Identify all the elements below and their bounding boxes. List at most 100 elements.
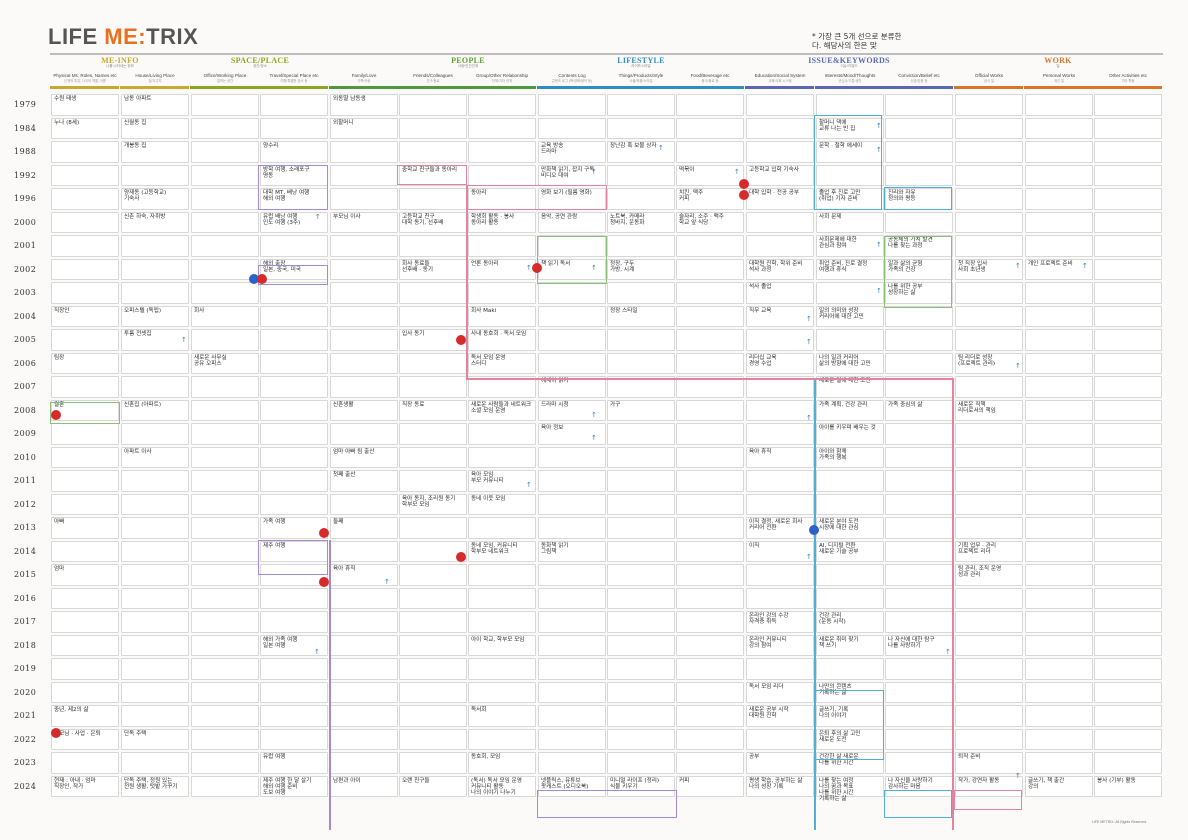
grid-cell[interactable] [746,775,814,797]
grid-cell[interactable] [885,587,953,609]
grid-cell[interactable] [260,282,328,304]
grid-cell[interactable] [955,470,1023,492]
grid-cell[interactable] [399,517,467,539]
grid-cell[interactable] [468,117,536,139]
grid-cell[interactable] [676,141,744,163]
grid-cell[interactable] [676,399,744,421]
grid-cell[interactable] [260,352,328,374]
grid-cell[interactable] [538,634,606,656]
grid-cell[interactable] [260,141,328,163]
grid-cell[interactable] [1094,752,1162,774]
grid-cell[interactable] [1025,634,1093,656]
grid-cell[interactable] [955,728,1023,750]
grid-cell[interactable] [51,658,119,680]
grid-cell[interactable] [538,376,606,398]
grid-cell[interactable] [260,376,328,398]
grid-cell[interactable] [1094,423,1162,445]
grid-cell[interactable] [955,329,1023,351]
grid-cell[interactable] [816,611,884,633]
grid-cell[interactable] [1094,235,1162,257]
grid-cell[interactable] [1025,564,1093,586]
grid-cell[interactable] [260,235,328,257]
grid-cell[interactable] [816,752,884,774]
grid-cell[interactable] [121,305,189,327]
grid-cell[interactable] [468,94,536,116]
grid-cell[interactable] [607,470,675,492]
grid-cell[interactable] [816,634,884,656]
grid-cell[interactable] [1094,94,1162,116]
grid-cell[interactable] [607,611,675,633]
grid-cell[interactable] [538,423,606,445]
grid-cell[interactable] [191,564,259,586]
grid-cell[interactable] [885,141,953,163]
grid-cell[interactable] [399,399,467,421]
grid-cell[interactable] [51,517,119,539]
grid-cell[interactable] [330,141,398,163]
grid-cell[interactable] [538,493,606,515]
grid-cell[interactable] [885,211,953,233]
grid-cell[interactable] [1025,658,1093,680]
grid-cell[interactable] [955,658,1023,680]
grid-cell[interactable] [121,141,189,163]
grid-cell[interactable] [955,94,1023,116]
grid-cell[interactable] [816,587,884,609]
grid-cell[interactable] [121,282,189,304]
grid-cell[interactable] [121,517,189,539]
grid-cell[interactable] [330,446,398,468]
grid-cell[interactable] [1025,141,1093,163]
grid-cell[interactable] [955,258,1023,280]
grid-cell[interactable] [399,423,467,445]
grid-cell[interactable] [676,94,744,116]
grid-cell[interactable] [955,352,1023,374]
grid-cell[interactable] [468,282,536,304]
grid-cell[interactable] [260,493,328,515]
grid-cell[interactable] [885,564,953,586]
grid-cell[interactable] [538,94,606,116]
grid-cell[interactable] [51,188,119,210]
grid-cell[interactable] [191,188,259,210]
grid-cell[interactable] [330,658,398,680]
grid-cell[interactable] [468,658,536,680]
grid-cell[interactable] [121,681,189,703]
grid-cell[interactable] [330,587,398,609]
grid-cell[interactable] [607,517,675,539]
grid-cell[interactable] [51,376,119,398]
grid-cell[interactable] [746,681,814,703]
grid-cell[interactable] [676,634,744,656]
grid-cell[interactable] [399,634,467,656]
grid-cell[interactable] [330,235,398,257]
grid-cell[interactable] [538,282,606,304]
grid-cell[interactable] [468,211,536,233]
grid-cell[interactable] [746,540,814,562]
grid-cell[interactable] [607,775,675,797]
grid-cell[interactable] [191,376,259,398]
grid-cell[interactable] [468,681,536,703]
grid-cell[interactable] [816,94,884,116]
grid-cell[interactable] [816,540,884,562]
grid-cell[interactable] [330,399,398,421]
grid-cell[interactable] [121,470,189,492]
grid-cell[interactable] [676,587,744,609]
grid-cell[interactable] [51,258,119,280]
grid-cell[interactable] [191,611,259,633]
grid-cell[interactable] [885,164,953,186]
grid-cell[interactable] [468,141,536,163]
grid-cell[interactable] [51,305,119,327]
grid-cell[interactable] [538,352,606,374]
grid-cell[interactable] [1094,376,1162,398]
grid-cell[interactable] [746,634,814,656]
grid-cell[interactable] [468,705,536,727]
grid-cell[interactable] [676,752,744,774]
grid-cell[interactable] [191,775,259,797]
grid-cell[interactable] [51,681,119,703]
grid-cell[interactable] [1025,399,1093,421]
grid-cell[interactable] [885,446,953,468]
grid-cell[interactable] [607,258,675,280]
grid-cell[interactable] [1025,517,1093,539]
grid-cell[interactable] [260,211,328,233]
grid-cell[interactable] [885,258,953,280]
grid-cell[interactable] [676,235,744,257]
grid-cell[interactable] [676,117,744,139]
grid-cell[interactable] [121,94,189,116]
grid-cell[interactable] [260,775,328,797]
